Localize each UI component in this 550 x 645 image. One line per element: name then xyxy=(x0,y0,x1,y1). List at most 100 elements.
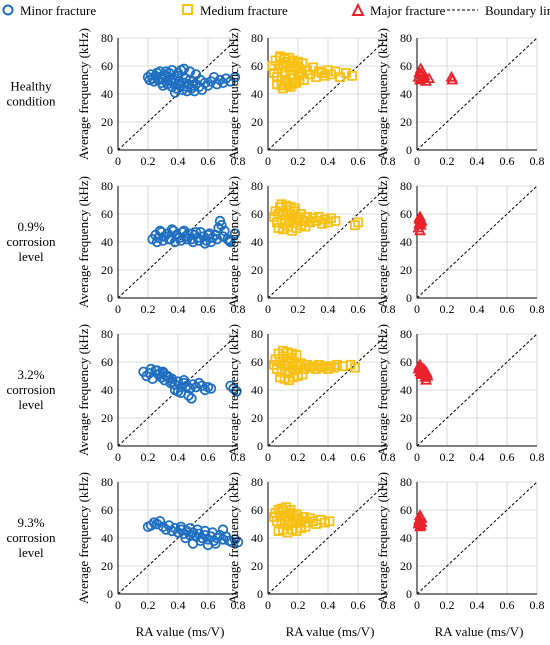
point-minor xyxy=(202,229,214,241)
series-major xyxy=(412,509,428,532)
point-minor xyxy=(214,215,226,227)
x-tick-label: 0.2 xyxy=(291,302,306,316)
y-tick-label: 80 xyxy=(101,31,113,45)
point-minor xyxy=(145,520,157,531)
point-medium xyxy=(353,217,363,228)
y-tick-label: 0 xyxy=(257,291,263,305)
series-medium xyxy=(269,345,360,386)
boundary-line xyxy=(267,37,389,151)
point-medium xyxy=(320,214,330,225)
point-minor xyxy=(217,534,229,545)
panel: 0 0.2 0.4 0.6 0.8 0 20 40 60 80 Average frequency … xyxy=(226,176,396,316)
legend-label-medium: Medium fracture xyxy=(200,3,288,18)
point-minor xyxy=(190,69,202,80)
point-minor xyxy=(199,384,211,396)
x-tick-label: 0.4 xyxy=(321,450,336,464)
y-tick-label: 40 xyxy=(400,531,412,545)
point-medium xyxy=(293,513,303,524)
point-medium xyxy=(290,514,300,525)
y-tick-label: 60 xyxy=(251,503,263,517)
boundary-line xyxy=(267,481,389,595)
y-tick-label: 0 xyxy=(406,439,412,453)
y-tick-label: 0 xyxy=(257,439,263,453)
legend-marker-minor xyxy=(2,4,14,16)
point-minor xyxy=(186,393,197,404)
point-minor xyxy=(187,236,199,248)
x-tick-label: 0 xyxy=(115,598,121,612)
y-tick-label: 0 xyxy=(107,587,113,601)
point-medium xyxy=(305,69,315,80)
point-minor xyxy=(199,525,211,537)
point-medium xyxy=(324,516,335,527)
y-tick-label: 0 xyxy=(107,439,113,453)
point-minor xyxy=(160,370,172,382)
y-tick-label: 60 xyxy=(101,59,113,73)
row-label-line: 3.2% xyxy=(17,367,44,382)
point-minor xyxy=(199,77,211,89)
point-minor xyxy=(163,520,175,531)
boundary-line xyxy=(416,185,538,299)
point-minor xyxy=(154,368,166,379)
point-minor xyxy=(190,226,202,238)
row-label-line: corrosion xyxy=(6,234,56,249)
legend-label-boundary: Boundary line xyxy=(485,3,550,18)
x-tick-label: 0 xyxy=(115,302,121,316)
point-minor xyxy=(141,370,152,382)
point-minor xyxy=(181,85,193,97)
panel: 0 0.2 0.4 0.6 0.8 0 20 40 60 80 Average frequency … xyxy=(76,28,246,168)
point-minor xyxy=(229,228,241,239)
x-tick-label: 0.2 xyxy=(440,154,455,168)
boundary-line xyxy=(267,333,389,447)
x-tick-label: 0.8 xyxy=(381,302,396,316)
boundary-line xyxy=(416,37,538,151)
y-tick-label: 20 xyxy=(400,411,412,425)
y-tick-label: 20 xyxy=(251,263,263,277)
y-axis-title: Average frequency (kHz) xyxy=(375,324,390,456)
point-minor xyxy=(229,71,241,83)
y-tick-label: 60 xyxy=(400,207,412,221)
y-tick-label: 80 xyxy=(251,31,263,45)
series-major xyxy=(412,210,428,236)
x-tick-label: 0.6 xyxy=(201,450,216,464)
y-tick-label: 20 xyxy=(400,263,412,277)
x-tick-label: 0.8 xyxy=(231,154,246,168)
y-tick-label: 80 xyxy=(251,327,263,341)
point-minor xyxy=(195,535,206,547)
series-medium xyxy=(267,51,357,94)
x-tick-label: 0.6 xyxy=(351,598,366,612)
y-tick-label: 80 xyxy=(400,31,412,45)
boundary-line xyxy=(416,481,538,595)
x-tick-label: 0.2 xyxy=(141,154,156,168)
x-tick-label: 0.2 xyxy=(440,598,455,612)
x-tick-label: 0.4 xyxy=(171,598,186,612)
point-major xyxy=(422,72,436,83)
x-tick-label: 0.2 xyxy=(141,302,156,316)
point-medium xyxy=(305,362,315,373)
x-tick-label: 0 xyxy=(265,302,271,316)
y-tick-label: 0 xyxy=(406,143,412,157)
point-minor xyxy=(157,521,169,533)
x-tick-label: 0.2 xyxy=(291,598,306,612)
legend: Minor fracture Medium fracture Major fra… xyxy=(2,2,550,18)
point-minor xyxy=(151,236,163,248)
boundary-line xyxy=(117,481,239,595)
y-tick-label: 80 xyxy=(101,327,113,341)
point-medium xyxy=(296,209,306,219)
point-medium xyxy=(290,203,300,214)
point-medium xyxy=(330,216,341,226)
series-minor xyxy=(147,215,241,249)
y-tick-label: 60 xyxy=(400,59,412,73)
point-minor xyxy=(157,235,169,246)
y-tick-label: 20 xyxy=(101,411,113,425)
x-tick-label: 0.4 xyxy=(470,598,485,612)
point-medium xyxy=(297,369,308,380)
x-tick-label: 0.6 xyxy=(500,598,515,612)
x-tick-label: 0.8 xyxy=(231,450,246,464)
y-tick-label: 40 xyxy=(251,235,263,249)
point-medium xyxy=(341,68,351,78)
panels: 0 0.2 0.4 0.6 0.8 0 20 40 60 80 Average frequency … xyxy=(76,28,545,612)
row-label-line: 0.9% xyxy=(17,219,44,234)
y-axis-title: Average frequency (kHz) xyxy=(76,176,91,308)
legend-marker-major xyxy=(351,2,365,16)
legend-label-minor: Minor fracture xyxy=(20,3,96,18)
